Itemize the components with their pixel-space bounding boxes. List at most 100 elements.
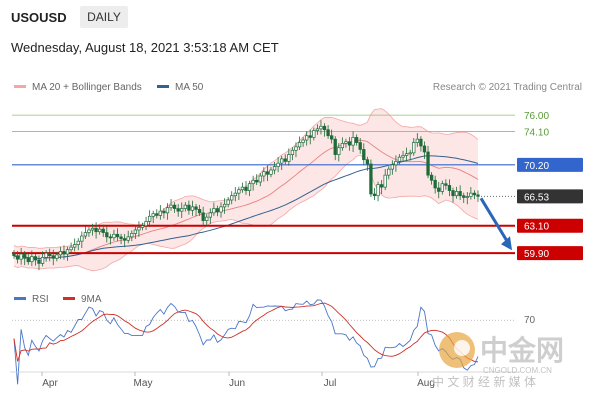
candle-body xyxy=(308,135,312,138)
candle-body xyxy=(144,221,148,227)
level-tag-66.53 xyxy=(517,189,583,204)
candle-body xyxy=(258,175,262,183)
ma50-line xyxy=(13,155,479,260)
candle-body xyxy=(458,191,462,197)
ma9-legend-swatch xyxy=(63,297,75,300)
candle-body xyxy=(476,194,480,197)
candle-body xyxy=(429,174,434,181)
candle-body xyxy=(233,192,237,197)
candle-body xyxy=(222,203,227,208)
candle-body xyxy=(404,153,409,156)
candle-body xyxy=(333,138,337,155)
candle-body xyxy=(383,174,387,188)
candle-body xyxy=(126,236,130,241)
candle-body xyxy=(90,227,95,231)
candle-body xyxy=(122,238,127,241)
candle-body xyxy=(73,244,77,248)
candle-body xyxy=(115,233,120,238)
candle-body xyxy=(280,158,284,164)
candle-body xyxy=(98,228,102,233)
candle-body xyxy=(62,251,66,255)
candle-body xyxy=(247,183,252,191)
ma50-legend-swatch xyxy=(157,85,169,88)
candle-body xyxy=(23,253,27,259)
candle-body xyxy=(283,158,287,162)
candle-body xyxy=(312,130,316,138)
level-label-66.53: 66.53 xyxy=(524,192,549,203)
candle-body xyxy=(262,171,266,177)
candle-body xyxy=(205,216,209,221)
candle-body xyxy=(172,204,177,209)
candle-body xyxy=(155,213,159,216)
candle-body xyxy=(315,128,320,131)
candle-body xyxy=(347,141,352,146)
candle-body xyxy=(69,246,73,251)
candle-body xyxy=(472,192,477,196)
rsi-level-label: 70 xyxy=(524,315,536,326)
candle-body xyxy=(401,155,405,158)
x-tick-label-Aug: Aug xyxy=(417,378,435,389)
candle-body xyxy=(26,257,30,263)
candle-body xyxy=(444,183,448,186)
candle-body xyxy=(412,142,416,154)
x-tick-label-May: May xyxy=(134,378,153,389)
candle-body xyxy=(451,190,455,197)
x-tick-label-Apr: Apr xyxy=(42,378,58,389)
candle-body xyxy=(108,236,113,239)
candle-body xyxy=(212,208,216,214)
level-label-76.00: 76.00 xyxy=(524,111,549,122)
rsi-legend-swatch xyxy=(14,297,26,300)
candle-body xyxy=(276,162,280,167)
candle-body xyxy=(187,204,191,211)
ma50-legend-label: MA 50 xyxy=(175,82,204,93)
candle-body xyxy=(376,184,380,197)
bollinger-lower-line xyxy=(13,154,479,272)
candle-body xyxy=(326,129,330,137)
candle-body xyxy=(133,229,138,234)
candle-body xyxy=(369,163,373,195)
candle-body xyxy=(105,232,109,238)
candle-body xyxy=(215,208,220,213)
candle-body xyxy=(330,135,334,140)
candle-body xyxy=(340,143,345,149)
candle-body xyxy=(408,152,412,155)
x-tick-label-Jul: Jul xyxy=(324,378,337,389)
candle-body xyxy=(440,183,444,192)
x-axis: Apr May Jun Jul Aug xyxy=(10,371,520,389)
candle-body xyxy=(219,206,223,213)
forecast-arrow-shaft xyxy=(479,197,511,246)
candle-body xyxy=(65,249,70,255)
rsi-panel: 70 xyxy=(12,299,536,385)
rsi-legend-label: RSI xyxy=(32,294,49,305)
candle-body xyxy=(465,196,469,198)
candle-body xyxy=(240,186,245,191)
candle-body xyxy=(165,207,170,214)
candle-body xyxy=(244,186,248,191)
candle-body xyxy=(180,208,184,212)
candle-body xyxy=(140,225,145,228)
price-panel: 76.00 74.10 70.20 66.53 63.10 59.90 xyxy=(12,108,583,272)
candle-body xyxy=(87,229,91,233)
candle-body xyxy=(433,179,437,189)
candle-body xyxy=(226,199,230,205)
level-label-59.90: 59.90 xyxy=(524,249,549,260)
candle-body xyxy=(379,184,384,188)
candle-body xyxy=(80,235,84,242)
level-label-74.10: 74.10 xyxy=(524,127,549,138)
candle-body xyxy=(337,147,341,155)
candle-body xyxy=(354,137,359,143)
candle-body xyxy=(297,142,302,148)
candle-body xyxy=(301,139,305,143)
watermark-cn-name: 中金网 xyxy=(480,334,564,366)
candle-body xyxy=(30,256,34,263)
candle-body xyxy=(101,228,105,233)
candle-body xyxy=(130,233,134,238)
candle-body xyxy=(272,166,277,171)
candle-body xyxy=(55,254,59,259)
timeframe-tab[interactable]: DAILY xyxy=(80,6,128,28)
candle-body xyxy=(351,137,355,146)
candle-body xyxy=(183,204,187,209)
candle-body xyxy=(151,213,155,217)
candle-body xyxy=(201,212,205,221)
